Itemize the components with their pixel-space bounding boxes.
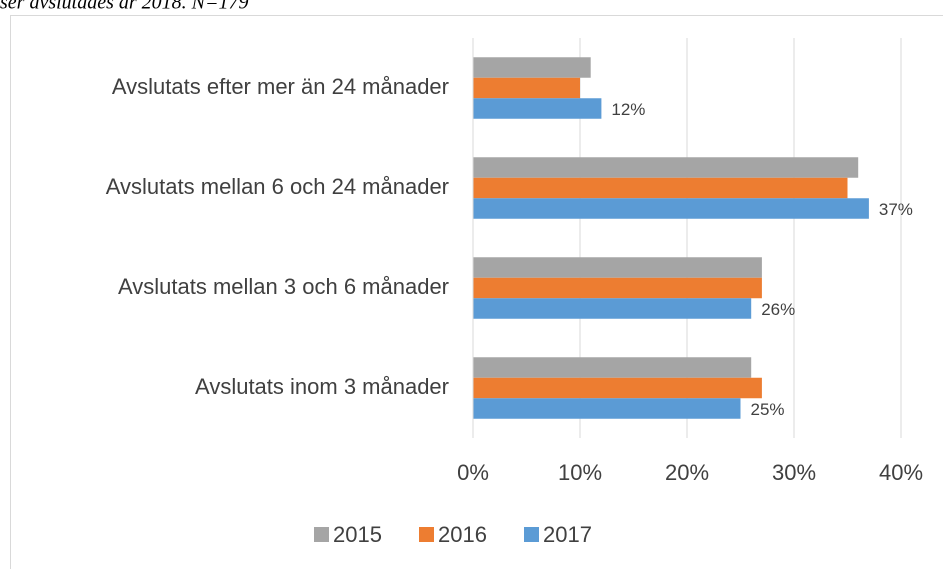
bar: [473, 257, 762, 278]
bar: [473, 177, 848, 199]
x-tick-label: 0%: [457, 460, 489, 485]
legend-swatch: [524, 527, 539, 542]
y-tick-label: Avslutats mellan 6 och 24 månader: [106, 174, 449, 199]
y-tick-label: Avslutats inom 3 månader: [195, 374, 449, 399]
data-label: 37%: [879, 200, 913, 219]
bar: [473, 298, 752, 319]
y-tick-label: Avslutats mellan 3 och 6 månader: [118, 274, 449, 299]
legend-swatch: [314, 527, 329, 542]
x-tick-label: 10%: [558, 460, 602, 485]
legend-label: 2016: [438, 522, 487, 547]
y-tick-label: Avslutats efter mer än 24 månader: [112, 74, 449, 99]
data-label: 25%: [751, 400, 785, 419]
data-label: 26%: [761, 300, 795, 319]
bar: [473, 377, 762, 399]
legend-label: 2017: [543, 522, 592, 547]
bar: [473, 98, 602, 119]
bar: [473, 57, 591, 78]
legend-swatch: [419, 527, 434, 542]
bar: [473, 157, 859, 178]
data-label: 12%: [611, 100, 645, 119]
x-tick-label: 30%: [772, 460, 816, 485]
x-tick-label: 20%: [665, 460, 709, 485]
bar: [473, 277, 762, 299]
bar: [473, 198, 869, 219]
legend-label: 2015: [333, 522, 382, 547]
bar: [473, 398, 741, 419]
caption: ser avslutades år 2018. N=179: [0, 0, 249, 14]
bar: [473, 77, 580, 99]
bar: [473, 357, 752, 378]
x-tick-label: 40%: [879, 460, 923, 485]
